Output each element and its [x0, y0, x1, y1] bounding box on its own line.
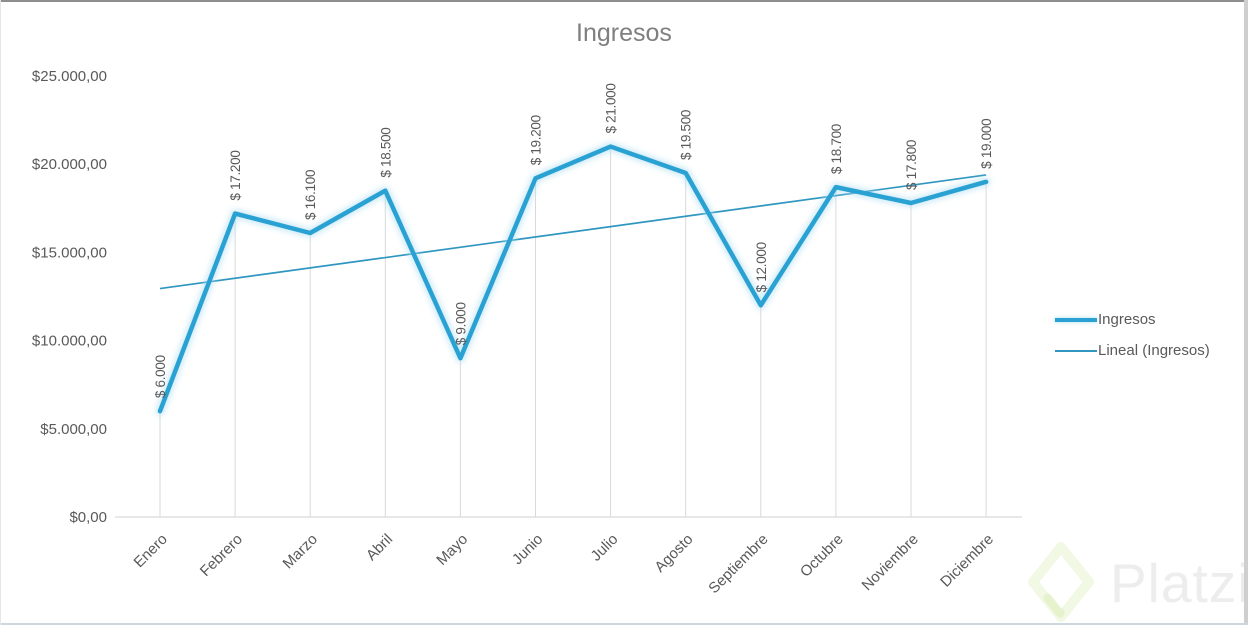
chart-title: Ingresos: [576, 19, 672, 47]
data-label: $ 17.200: [228, 150, 243, 200]
data-label: $ 19.500: [679, 110, 694, 160]
legend-line-sample-ingresos: [1055, 317, 1097, 322]
legend-item-lineal-ingresos: Lineal (Ingresos): [1055, 342, 1210, 359]
legend-label-lineal-ingresos: Lineal (Ingresos): [1098, 342, 1210, 359]
y-axis-tick-label: $20.000,00: [32, 156, 107, 173]
platzi-diamond-icon: [1028, 542, 1094, 622]
ingresos-line-glow: [155, 142, 991, 416]
x-axis-category-label: Junio: [509, 531, 546, 568]
window-right-edge: [1244, 0, 1248, 625]
window-top-edge: [0, 0, 1248, 2]
x-axis-category-label: Mayo: [433, 531, 471, 569]
data-label: $ 19.000: [979, 119, 994, 169]
y-axis-tick-label: $0,00: [69, 509, 107, 526]
data-label: $ 18.700: [829, 124, 844, 174]
data-label: $ 16.100: [303, 170, 318, 220]
window-bottom-edge: [0, 623, 1248, 625]
x-axis-category-label: Octubre: [797, 531, 847, 581]
x-axis-category-label: Diciembre: [937, 531, 997, 591]
platzi-watermark: Platzi: [1026, 540, 1248, 625]
x-axis-category-label: Septiembre: [705, 531, 771, 597]
platzi-logo-text: Platzi: [1110, 551, 1248, 614]
data-label: $ 9.000: [453, 302, 468, 345]
data-label: $ 17.800: [904, 140, 919, 190]
x-axis-category-label: Noviembre: [859, 531, 922, 594]
x-axis-category-label: Agosto: [651, 531, 696, 576]
data-label: $ 19.200: [529, 115, 544, 165]
x-axis-category-label: Marzo: [280, 531, 321, 572]
x-axis-category-label: Enero: [131, 531, 171, 571]
window-left-edge: [0, 0, 1, 625]
y-axis-tick-label: $15.000,00: [32, 244, 107, 261]
y-axis-tick-label: $10.000,00: [32, 333, 107, 350]
y-axis-tick-label: $25.000,00: [32, 68, 107, 85]
legend-line-sample-lineal: [1055, 349, 1097, 352]
x-axis-category-label: Febrero: [197, 531, 246, 580]
legend-item-ingresos: Ingresos: [1055, 311, 1210, 328]
data-label: $ 12.000: [754, 242, 769, 292]
x-axis-category-label: Julio: [588, 531, 622, 565]
x-axis-category-label: Abril: [363, 531, 396, 564]
legend: Ingresos Lineal (Ingresos): [1055, 311, 1210, 359]
data-label: $ 21.000: [604, 83, 619, 133]
ingresos-series-line: [157, 144, 989, 414]
data-label: $ 18.500: [378, 128, 393, 178]
legend-label-ingresos: Ingresos: [1098, 311, 1156, 328]
y-axis-tick-label: $5.000,00: [40, 421, 107, 438]
data-label: $ 6.000: [153, 355, 168, 398]
